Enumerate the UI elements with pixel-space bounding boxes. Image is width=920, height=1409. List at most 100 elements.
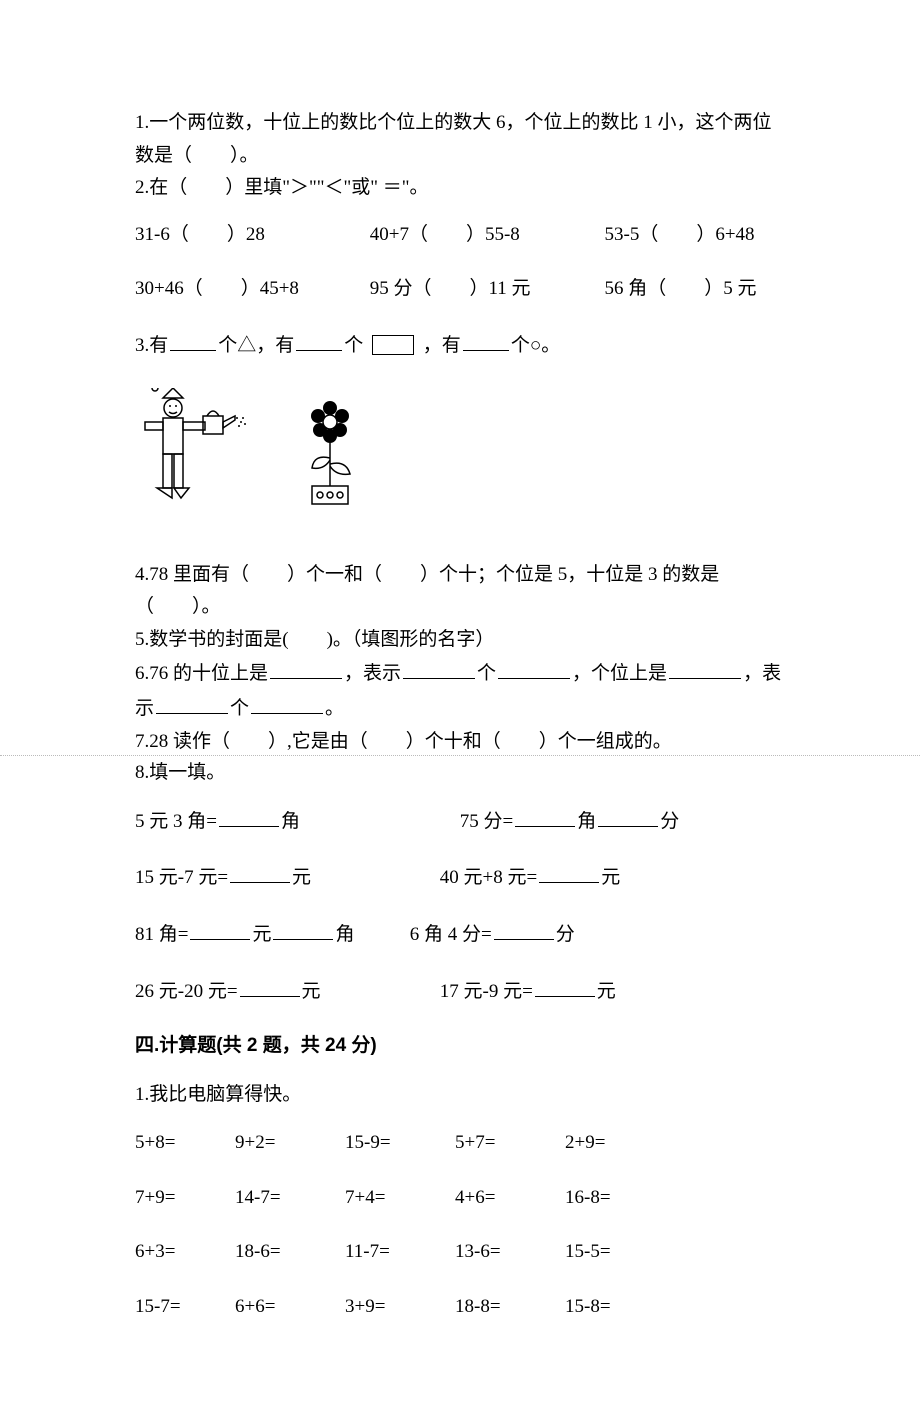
q2-header: 2.在（ ）里填"＞""＜"或" ＝"。 (135, 175, 920, 202)
blank (240, 977, 300, 997)
blank (190, 920, 250, 940)
q8-r4-left: 26 元-20 元=元 (135, 977, 435, 1006)
calc-cell: 16-8= (565, 1185, 675, 1212)
blank (230, 863, 290, 883)
q3-blank1 (170, 331, 216, 351)
q1-line1: 1.一个两位数，十位上的数比个位上的数大 6，个位上的数比 1 小，这个两位 (135, 110, 920, 137)
q6-h: 。 (325, 698, 344, 719)
calc-cell: 9+2= (235, 1130, 345, 1157)
q6-blank3 (498, 659, 570, 679)
q2-row1: 31-6（ ）28 40+7（ ）55-8 53-5（ ）6+48 (135, 222, 920, 249)
q8-r4-rb: 元 (597, 981, 616, 1002)
calc-cell: 15-8= (565, 1294, 675, 1321)
q1-line2: 数是（ ）。 (135, 143, 920, 170)
q6-b: ，表示 (344, 663, 401, 684)
q8-r1-rc: 分 (660, 811, 679, 832)
calc-header: 1.我比电脑算得快。 (135, 1082, 920, 1109)
q3-blank3 (463, 331, 509, 351)
calc-cell: 2+9= (565, 1130, 675, 1157)
q3-a: 3.有 (135, 335, 168, 356)
q6-c: 个 (477, 663, 496, 684)
q2-r1-c3: 53-5（ ）6+48 (605, 222, 755, 249)
q6-blank2 (403, 659, 475, 679)
q8-r2-la: 15 元-7 元= (135, 867, 228, 888)
q8-r2-left: 15 元-7 元= 元 (135, 863, 435, 892)
q6-blank5 (156, 694, 228, 714)
q2-row2: 30+46（ ）45+8 95 分（ ）11 元 56 角（ ）5 元 (135, 276, 920, 303)
q8-r1-rb: 角 (577, 811, 596, 832)
q6-f: 示 (135, 698, 154, 719)
q8-r2-right: 40 元+8 元= 元 (440, 863, 620, 892)
q8-r2-ra: 40 元+8 元= (440, 867, 537, 888)
q8-r1-right: 75 分= 角 分 (460, 807, 680, 836)
q8-row4: 26 元-20 元=元 17 元-9 元= 元 (135, 977, 920, 1006)
q6-line1: 6.76 的十位上是 ，表示 个 ，个位上是 ，表 (135, 659, 920, 688)
q6-blank6 (251, 694, 323, 714)
q8-r4-right: 17 元-9 元= 元 (440, 977, 616, 1006)
q8-r1-left: 5 元 3 角= 角 (135, 807, 455, 836)
section4-title: 四.计算题(共 2 题，共 24 分) (135, 1033, 920, 1060)
q8-row1: 5 元 3 角= 角 75 分= 角 分 (135, 807, 920, 836)
calc-cell: 18-6= (235, 1239, 345, 1266)
calc-row: 15-7=6+6=3+9=18-8=15-8= (135, 1294, 920, 1321)
q5-line: 5.数学书的封面是( )。（填图形的名字） (135, 627, 920, 654)
calc-cell: 6+6= (235, 1294, 345, 1321)
q8-r2-lb: 元 (292, 867, 311, 888)
q8-r4-ra: 17 元-9 元= (440, 981, 533, 1002)
calc-row: 7+9=14-7=7+4=4+6=16-8= (135, 1185, 920, 1212)
calc-cell: 5+8= (135, 1130, 235, 1157)
calc-cell: 13-6= (455, 1239, 565, 1266)
dotted-divider (0, 755, 920, 756)
q2-r2-c3: 56 角（ ）5 元 (605, 276, 757, 303)
calc-cell: 15-7= (135, 1294, 235, 1321)
rectangle-icon (372, 335, 414, 355)
calc-cell: 6+3= (135, 1239, 235, 1266)
q8-r1-lb: 角 (281, 811, 300, 832)
blank (515, 807, 575, 827)
calc-cell: 4+6= (455, 1185, 565, 1212)
q6-blank1 (270, 659, 342, 679)
q8-r4-lb: 元 (302, 981, 321, 1002)
calc-cell: 5+7= (455, 1130, 565, 1157)
q8-r3-right: 6 角 4 分=分 (410, 920, 575, 949)
q8-r2-rb: 元 (601, 867, 620, 888)
q3-b: 个△，有 (218, 335, 294, 356)
q3-figure (135, 388, 920, 526)
q8-r3-rb: 分 (556, 924, 575, 945)
q2-r1-c1: 31-6（ ）28 (135, 222, 365, 249)
q8-row2: 15 元-7 元= 元 40 元+8 元= 元 (135, 863, 920, 892)
q4-line1: 4.78 里面有（ ）个一和（ ）个十；个位是 5，十位是 3 的数是 (135, 562, 920, 589)
calc-rows: 5+8=9+2=15-9=5+7=2+9= 7+9=14-7=7+4=4+6=16… (135, 1130, 920, 1320)
blank (273, 920, 333, 940)
calc-cell: 15-5= (565, 1239, 675, 1266)
calc-cell: 3+9= (345, 1294, 455, 1321)
q8-r1-la: 5 元 3 角= (135, 811, 217, 832)
calc-cell: 7+9= (135, 1185, 235, 1212)
q6-blank4 (669, 659, 741, 679)
q2-r2-c1: 30+46（ ）45+8 (135, 276, 365, 303)
q8-r3-lc: 角 (335, 924, 354, 945)
blank (219, 807, 279, 827)
q6-line2: 示 个 。 (135, 694, 920, 723)
calc-cell: 14-7= (235, 1185, 345, 1212)
blank (539, 863, 599, 883)
q8-r3-lb: 元 (252, 924, 271, 945)
q4-line2: （ ）。 (135, 594, 920, 621)
calc-cell: 15-9= (345, 1130, 455, 1157)
q8-row3: 81 角= 元 角 6 角 4 分=分 (135, 920, 920, 949)
q3-blank2 (296, 331, 342, 351)
calc-cell: 7+4= (345, 1185, 455, 1212)
q6-d: ，个位上是 (572, 663, 667, 684)
q3-line: 3.有个△，有个 ，有个○。 (135, 331, 920, 360)
q6-e: ，表 (743, 663, 781, 684)
blank (598, 807, 658, 827)
q6-a: 6.76 的十位上是 (135, 663, 268, 684)
blank (535, 977, 595, 997)
blank (494, 920, 554, 940)
q6-g: 个 (230, 698, 249, 719)
q8-r1-ra: 75 分= (460, 811, 513, 832)
q3-d: ，有 (423, 335, 461, 356)
calc-cell: 11-7= (345, 1239, 455, 1266)
q3-c: 个 (344, 335, 363, 356)
q8-r3-la: 81 角= (135, 924, 188, 945)
